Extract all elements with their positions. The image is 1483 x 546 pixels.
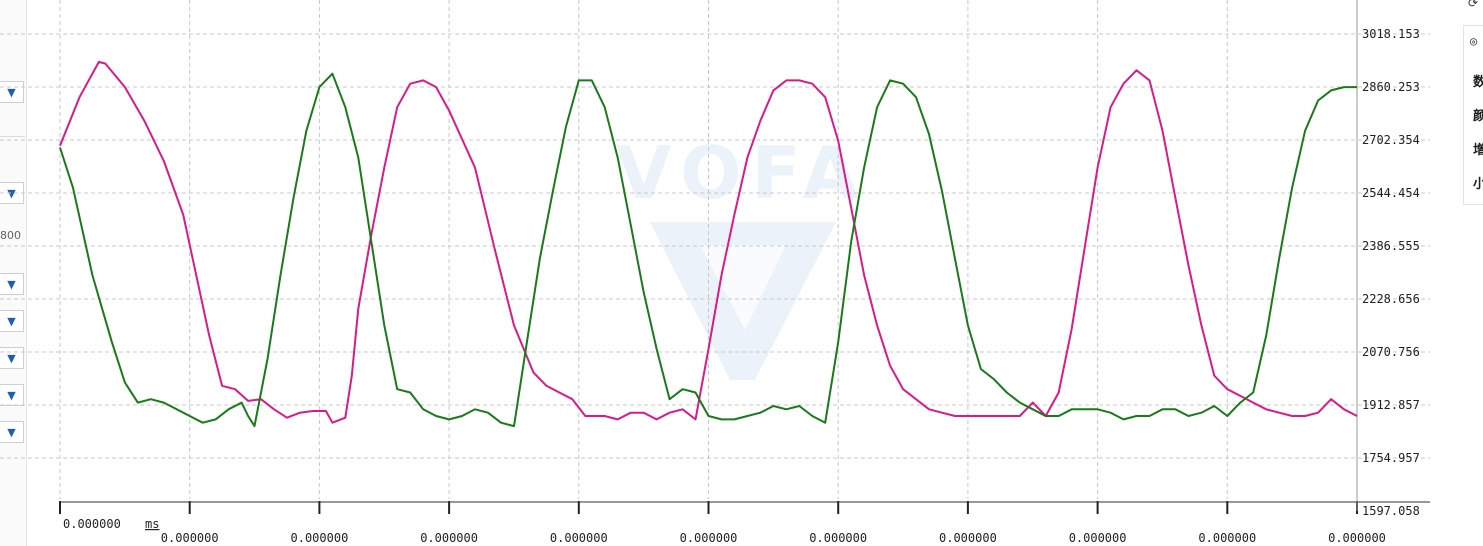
- chevron-down-icon: ▼: [7, 352, 16, 365]
- x-tick-label: 0.000000: [680, 531, 738, 545]
- x-tick-label: 0.000000: [1328, 531, 1386, 545]
- series-line-1: [59, 60, 1358, 424]
- dropdown-3[interactable]: ▼: [0, 273, 24, 295]
- left-value-text: 800: [0, 229, 21, 242]
- chevron-down-icon: ▼: [7, 278, 16, 291]
- chevron-down-icon: ▼: [7, 389, 16, 402]
- y-tick-label: 2544.454: [1362, 186, 1420, 200]
- y-tick-label: 1754.957: [1362, 451, 1420, 465]
- watermark-logo-shape: [650, 222, 836, 380]
- dropdown-7[interactable]: ▼: [0, 421, 24, 443]
- x-tick-label: 0.000000: [1198, 531, 1256, 545]
- x-tick-label: 0.000000: [809, 531, 867, 545]
- x-unit-label: ms: [145, 517, 159, 531]
- x-tick-label: 0.000000: [420, 531, 478, 545]
- y-tick-label: 3018.153: [1362, 27, 1420, 41]
- right-label-3[interactable]: 增: [1473, 143, 1483, 158]
- eye-icon[interactable]: ◎: [1470, 34, 1478, 48]
- y-tick-label: 2386.555: [1362, 239, 1420, 253]
- y-axis-labels: 3018.153 2860.253 2702.354 2544.454 2386.555…: [1362, 27, 1420, 518]
- chart-series: [59, 60, 1358, 428]
- y-tick-label: 1597.058: [1362, 504, 1420, 518]
- y-tick-label: 2070.756: [1362, 345, 1420, 359]
- series-line-2: [59, 72, 1357, 428]
- watermark-text: VOFA: [616, 131, 868, 215]
- chevron-down-icon: ▼: [7, 187, 16, 200]
- right-settings-card: ◎ 数 颜 增 小: [1463, 25, 1483, 205]
- y-tick-label: 2860.253: [1362, 80, 1420, 94]
- x-tick-label: 0.000000: [291, 531, 349, 545]
- left-settings-panel: ▼ ▼ 800 ▼ ▼ ▼ ▼ ▼: [0, 0, 27, 546]
- y-tick-label: 1912.857: [1362, 398, 1420, 412]
- waveform-chart[interactable]: VOFA 3018.153 2860.253 2702.354 2544.454 238…: [0, 0, 1430, 546]
- vofa-watermark: VOFA: [616, 131, 868, 380]
- x-tick-label: 0.000000: [550, 531, 608, 545]
- chevron-down-icon: ▼: [7, 86, 16, 99]
- y-tick-label: 2228.656: [1362, 292, 1420, 306]
- x-tick-label: 0.000000: [161, 531, 219, 545]
- chevron-down-icon: ▼: [7, 315, 16, 328]
- dropdown-6[interactable]: ▼: [0, 384, 24, 406]
- chart-axes: [59, 0, 1430, 514]
- right-settings-strip: ⟳ ◎ 数 颜 增 小: [1462, 0, 1483, 546]
- chevron-down-icon: ▼: [7, 426, 16, 439]
- divider: [0, 136, 25, 137]
- settings-icon[interactable]: ⟳: [1468, 0, 1479, 10]
- right-label-1[interactable]: 数: [1473, 75, 1483, 90]
- x-tick-label: 0.000000: [939, 531, 997, 545]
- right-label-2[interactable]: 颜: [1473, 109, 1483, 124]
- x-axis-labels: 0.000000 0.000000 0.000000 0.000000 0.000000…: [63, 517, 1386, 545]
- dropdown-4[interactable]: ▼: [0, 310, 24, 332]
- right-label-4[interactable]: 小: [1473, 177, 1483, 192]
- x-tick-label: 0.000000: [1069, 531, 1127, 545]
- y-tick-label: 2702.354: [1362, 133, 1420, 147]
- x-tick-label: 0.000000: [63, 517, 121, 531]
